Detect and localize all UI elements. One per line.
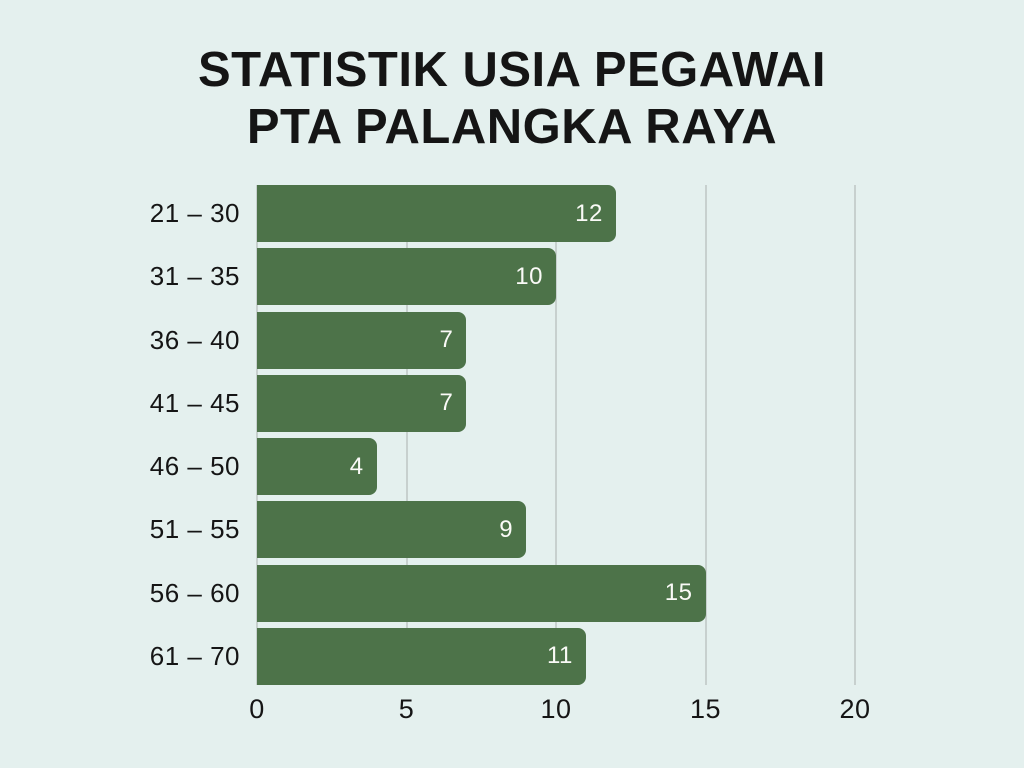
value-label: 7	[439, 326, 454, 354]
gridline	[854, 185, 856, 685]
bar-row: 61 – 70 11	[140, 627, 855, 685]
bar-rows: 21 – 30 12 31 – 35 10 36 – 40 7 41 – 45 …	[140, 185, 855, 685]
bar-row: 36 – 40 7	[140, 311, 855, 369]
gridline	[555, 185, 557, 685]
chart-title-line1: STATISTIK USIA PEGAWAI	[197, 43, 827, 97]
bar-row: 56 – 60 15	[140, 564, 855, 622]
category-label: 41 – 45	[149, 387, 240, 418]
bar: 15	[257, 564, 706, 622]
x-tick-label: 0	[249, 694, 265, 724]
x-tick-label: 5	[398, 694, 415, 724]
category-label: 46 – 50	[149, 451, 240, 482]
gridlines	[256, 185, 856, 685]
category-label: 51 – 55	[149, 514, 240, 545]
category-label: 31 – 35	[149, 261, 240, 292]
chart-title-line2: PTA PALANGKA RAYA	[246, 100, 778, 154]
bar-track: 11	[257, 627, 855, 685]
bar-row: 51 – 55 9	[140, 501, 855, 559]
x-tick-label: 20	[839, 694, 871, 724]
bar: 7	[257, 374, 467, 432]
bar-row: 21 – 30 12	[140, 185, 855, 242]
bar: 12	[257, 185, 616, 242]
chart-title: STATISTIK USIA PEGAWAI PTA PALANGKA RAYA	[0, 42, 1024, 156]
bar: 10	[257, 248, 556, 306]
value-label: 9	[499, 515, 514, 543]
gridline	[256, 185, 258, 685]
value-label: 4	[349, 452, 364, 480]
bar-row: 31 – 35 10	[140, 248, 855, 306]
bar-track: 9	[257, 501, 855, 559]
bar-track: 4	[257, 438, 855, 496]
bar-row: 46 – 50 4	[140, 438, 855, 496]
bar-row: 41 – 45 7	[140, 374, 855, 432]
value-label: 10	[515, 262, 543, 290]
gridline	[704, 185, 707, 685]
value-label: 11	[546, 642, 573, 670]
x-tick-label: 10	[540, 694, 572, 724]
bar-track: 7	[257, 311, 855, 369]
plot-area: 21 – 30 12 31 – 35 10 36 – 40 7 41 – 45 …	[140, 185, 870, 724]
bar: 4	[257, 438, 377, 496]
category-label: 36 – 40	[149, 324, 240, 355]
category-label: 56 – 60	[149, 577, 240, 608]
bar: 11	[257, 627, 586, 685]
bar-track: 15	[257, 564, 855, 622]
bar: 7	[257, 311, 467, 369]
value-label: 15	[664, 579, 693, 607]
x-axis: 0 5 10 15 20	[249, 685, 870, 730]
bar-track: 12	[257, 185, 855, 242]
value-label: 12	[575, 199, 603, 227]
bar-track: 7	[257, 374, 855, 432]
value-label: 7	[439, 389, 454, 417]
category-label: 61 – 70	[149, 640, 240, 671]
x-tick-label: 15	[689, 694, 722, 724]
bar-track: 10	[257, 248, 855, 306]
bar: 9	[257, 501, 527, 559]
category-label: 21 – 30	[149, 198, 240, 228]
gridline	[405, 185, 408, 685]
